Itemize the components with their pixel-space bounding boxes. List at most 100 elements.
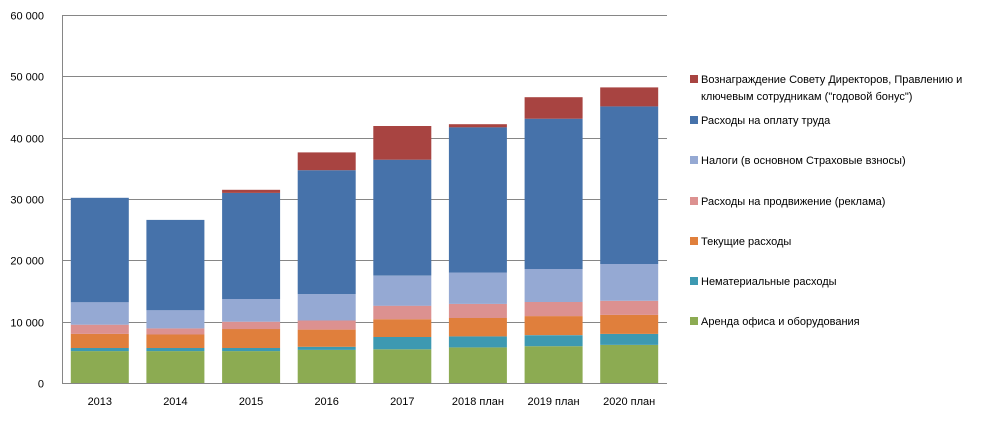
- bar-stack: [146, 219, 205, 383]
- legend-swatch: [690, 237, 698, 245]
- bar-segment: [448, 272, 507, 304]
- bar-segment: [524, 268, 583, 302]
- bar-segment: [222, 329, 281, 348]
- bar-segment: [146, 328, 205, 335]
- y-tick-label: 40 000: [10, 134, 44, 146]
- bar-segment: [600, 300, 659, 315]
- bar-segment: [297, 349, 356, 383]
- bar-segment: [524, 346, 583, 383]
- bar-segment: [70, 197, 129, 303]
- x-tick-label: 2019 план: [528, 396, 580, 408]
- bar-segment: [222, 348, 281, 352]
- x-tick-label: 2017: [390, 396, 414, 408]
- y-axis-tick-labels: 0 10 000 20 000 30 000 40 000 50 000 60 000: [10, 11, 44, 391]
- bar-segment: [297, 294, 356, 321]
- y-tick-label: 20 000: [10, 256, 44, 268]
- bar-segment: [448, 347, 507, 383]
- bar-segment: [373, 305, 432, 320]
- bar-segment: [297, 346, 356, 350]
- y-tick-label: 30 000: [10, 195, 44, 207]
- bar-stack: [70, 197, 129, 383]
- legend-label: ключевым сотрудникам ("годовой бонус"): [701, 91, 912, 103]
- bar-segment: [146, 351, 205, 383]
- bar-segment: [448, 303, 507, 318]
- bar-segment: [222, 321, 281, 330]
- legend-swatch: [690, 197, 698, 205]
- legend-item: Нематериальные расходы: [690, 276, 837, 288]
- bar-segment: [222, 299, 281, 322]
- bar-segment: [448, 336, 507, 348]
- bar-stack: [448, 124, 507, 383]
- bar-segment: [146, 348, 205, 352]
- legend-item: Текущие расходы: [690, 236, 791, 248]
- x-tick-label: 2015: [239, 396, 263, 408]
- bar-segment: [448, 127, 507, 273]
- bar-stack: [297, 152, 356, 383]
- bar-stack: [222, 189, 281, 383]
- legend-item: Расходы на продвижение (реклама): [690, 196, 885, 208]
- bar-segment: [524, 97, 583, 119]
- bar-segment: [70, 351, 129, 383]
- legend-label: Налоги (в основном Страховые взносы): [701, 155, 906, 167]
- bar-segment: [373, 319, 432, 337]
- bar-segment: [146, 310, 205, 329]
- legend: Вознаграждение Совету Директоров, Правле…: [690, 74, 962, 328]
- legend-item: Вознаграждение Совету Директоров, Правле…: [690, 74, 962, 103]
- y-tick-label: 10 000: [10, 318, 44, 330]
- bar-segment: [222, 189, 281, 193]
- bar-stack: [373, 126, 432, 383]
- legend-swatch: [690, 116, 698, 124]
- bar-segment: [373, 275, 432, 306]
- x-tick-label: 2014: [163, 396, 187, 408]
- y-tick-label: 60 000: [10, 11, 44, 23]
- bar-segment: [297, 152, 356, 171]
- legend-swatch: [690, 317, 698, 325]
- bar-segment: [524, 335, 583, 347]
- bar-segment: [222, 351, 281, 383]
- legend-label: Аренда офиса и оборудования: [701, 316, 860, 328]
- bar-stack: [600, 87, 659, 383]
- legend-label: Нематериальные расходы: [701, 276, 837, 288]
- bar-segment: [297, 320, 356, 330]
- x-tick-label: 2020 план: [603, 396, 655, 408]
- bar-segment: [524, 316, 583, 336]
- bar-segment: [297, 170, 356, 295]
- legend-swatch: [690, 75, 698, 83]
- legend-swatch: [690, 156, 698, 164]
- bar-segment: [373, 159, 432, 276]
- bar-segment: [524, 118, 583, 269]
- bar-segment: [448, 124, 507, 128]
- legend-label: Текущие расходы: [701, 236, 791, 248]
- bar-segment: [222, 192, 281, 299]
- bar-segment: [146, 219, 205, 311]
- legend-item: Аренда офиса и оборудования: [690, 316, 860, 328]
- legend-label: Расходы на оплату труда: [701, 115, 831, 127]
- y-tick-label: 0: [38, 379, 44, 391]
- x-tick-label: 2018 план: [452, 396, 504, 408]
- bar-segment: [448, 318, 507, 337]
- legend-item: Расходы на оплату труда: [690, 115, 831, 127]
- x-tick-label: 2016: [314, 396, 338, 408]
- bar-segment: [70, 324, 129, 334]
- bar-segment: [373, 126, 432, 160]
- x-axis-tick-labels: 2013 2014 2015 2016 2017 2018 план 2019 план 20…: [62, 383, 667, 408]
- legend-item: Налоги (в основном Страховые взносы): [690, 155, 906, 167]
- bar-stack: [524, 97, 583, 383]
- bar-segment: [70, 302, 129, 325]
- legend-label: Вознаграждение Совету Директоров, Правле…: [701, 74, 962, 86]
- bar-segment: [600, 264, 659, 301]
- y-tick-label: 50 000: [10, 72, 44, 84]
- bar-segment: [524, 302, 583, 317]
- bar-segment: [70, 348, 129, 352]
- bar-segment: [600, 333, 659, 345]
- x-tick-label: 2013: [88, 396, 112, 408]
- bar-segment: [373, 337, 432, 350]
- legend-label: Расходы на продвижение (реклама): [701, 196, 885, 208]
- bar-segment: [146, 334, 205, 348]
- bar-segment: [70, 333, 129, 348]
- bars: [70, 87, 659, 383]
- bar-segment: [373, 349, 432, 383]
- bar-segment: [600, 87, 659, 107]
